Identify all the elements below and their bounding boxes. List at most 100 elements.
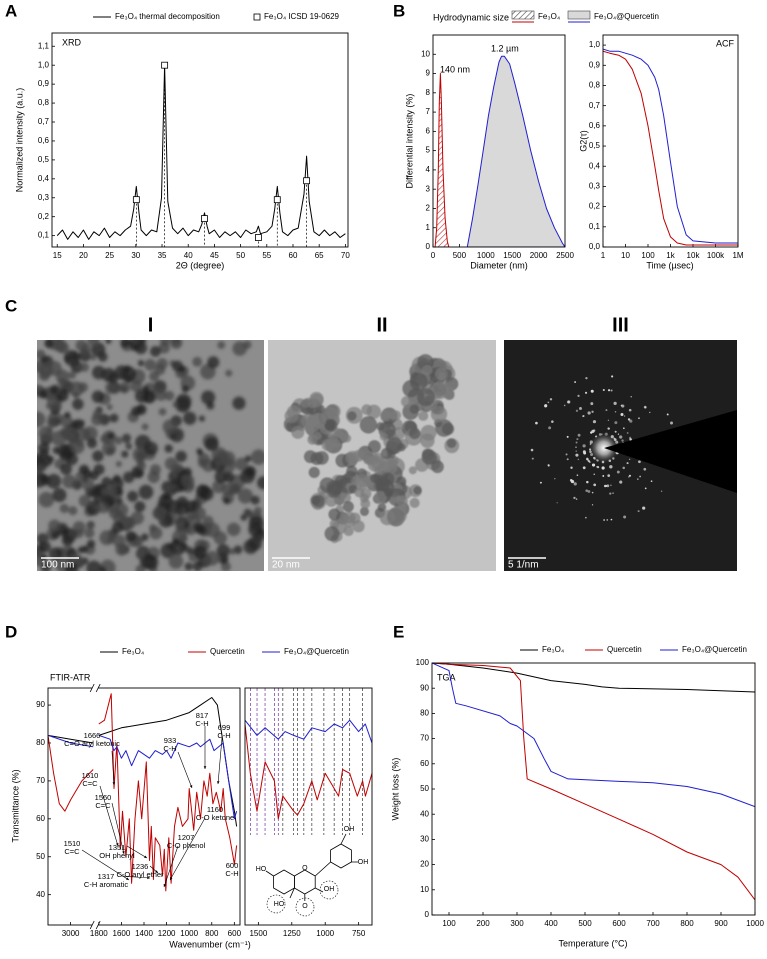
highlight	[319, 880, 339, 900]
y-tick-label: 6	[426, 126, 431, 135]
x-tick-label: 1500	[249, 929, 267, 938]
chart: A XRD 2Θ (degree) Normalized intensity (a.u…	[5, 1, 350, 270]
y-tick-label: 0	[425, 910, 430, 919]
y-tick-label: 0,1	[589, 222, 601, 231]
y-tick-label: 0,7	[38, 117, 50, 126]
y-tick-label: 0,4	[38, 174, 50, 183]
arrow-head	[112, 782, 116, 785]
plot-frame	[432, 34, 566, 248]
line	[48, 734, 238, 820]
y-tick-label: 5	[426, 146, 431, 155]
y-tick-label: 0	[426, 242, 431, 251]
y-tick-label: 10	[420, 885, 429, 894]
x-tick-label: 1000	[746, 919, 764, 928]
chart: B Hydrodynamic size Diameter (nm) Different…	[393, 1, 659, 270]
y-tick-label: 20	[420, 860, 429, 869]
y-tick-label: 0,8	[589, 81, 601, 90]
bond	[265, 833, 358, 901]
y-tick-label: 0,2	[589, 202, 601, 211]
y-axis-label: Weight loss (%)	[390, 758, 400, 821]
marker	[132, 196, 140, 204]
annotation-text: C=C	[64, 847, 80, 856]
x-tick-label: 100	[442, 919, 456, 928]
line	[56, 64, 346, 240]
line	[432, 663, 755, 901]
y-axis-label: Transmittance (%)	[10, 769, 20, 842]
annotation-arrow	[126, 845, 148, 859]
scale-bar-label: 5 1/nm	[508, 560, 539, 571]
x-tick-label: 1250	[283, 929, 301, 938]
panel-label: D	[5, 622, 17, 641]
scale-bar-label: 100 nm	[41, 560, 74, 571]
x-tick-label: 800	[205, 929, 219, 938]
y-tick-label: 8	[426, 88, 431, 97]
x-tick-label: 25	[105, 251, 114, 260]
panel-label: A	[5, 1, 17, 20]
x-tick-label: 55	[262, 251, 271, 260]
x-tick-label: 800	[680, 919, 694, 928]
annotation-label: 1160	[207, 805, 223, 814]
image-numeral: III	[612, 314, 629, 336]
annotation-label: 1666	[84, 731, 101, 740]
annotation-label: 1207	[178, 833, 195, 842]
y-tick-label: 0,3	[38, 193, 50, 202]
legend-label: Fe₃O₄@Quercetin	[682, 645, 747, 654]
x-tick-label: 45	[210, 251, 219, 260]
scale-bar-label: 20 nm	[272, 560, 300, 571]
x-axis-label: Diameter (nm)	[470, 260, 528, 270]
y-tick-label: 1,0	[38, 60, 50, 69]
y-tick-label: 1,0	[589, 40, 601, 49]
y-tick-label: 80	[36, 738, 45, 747]
micrograph	[37, 340, 264, 571]
annotation-text: C-O ketone	[196, 813, 234, 822]
annotation-text: C-H	[195, 719, 208, 728]
plot-area	[48, 693, 238, 892]
structure-label: HO	[256, 866, 267, 873]
x-tick-label: 2000	[530, 251, 548, 260]
marker	[303, 177, 311, 185]
panel-label: E	[393, 622, 404, 641]
chart-title: Hydrodynamic size	[433, 12, 509, 22]
annotation-label: 817	[196, 711, 209, 720]
y-tick-label: 0,1	[38, 231, 50, 240]
legend-swatch	[567, 10, 591, 20]
annotation-text: C-H	[163, 744, 176, 753]
line	[48, 693, 238, 892]
annotation-text: C-O aryl ether	[116, 870, 164, 879]
chart-title: FTIR-ATR	[50, 672, 91, 682]
x-tick-label: 1	[601, 251, 606, 260]
ring	[273, 869, 295, 895]
y-tick-label: 0,6	[589, 121, 601, 130]
x-tick-label: 1M	[732, 251, 743, 260]
annotation-label: 600	[226, 861, 239, 870]
y-tick-label: 0,4	[589, 161, 601, 170]
x-tick-label: 1000	[477, 251, 495, 260]
annotation-label: 1560	[95, 793, 112, 802]
plot-frame	[602, 34, 739, 248]
plot-area	[245, 719, 372, 820]
y-tick-label: 40	[36, 890, 45, 899]
ring	[330, 843, 352, 869]
annotation-text: C=O aryl ketonic	[64, 739, 120, 748]
x-axis-label: Wavenumber (cm⁻¹)	[169, 939, 250, 949]
arrow-head	[216, 781, 220, 784]
x-tick-label: 1000	[316, 929, 334, 938]
marker	[201, 215, 208, 222]
annotation-label: 1510	[64, 839, 81, 848]
structure-label: OH	[324, 886, 335, 893]
annotation-text: C-H	[217, 731, 230, 740]
ring	[294, 869, 316, 895]
y-tick-label: 2	[426, 204, 431, 213]
legend-label: Quercetin	[210, 647, 245, 656]
x-tick-label: 60	[289, 251, 298, 260]
arrow-head	[155, 870, 158, 873]
arrow-head	[170, 877, 173, 880]
line	[432, 663, 755, 808]
x-tick-label: 0	[431, 251, 436, 260]
arrow-head	[126, 877, 129, 880]
annotation-text: C=C	[82, 779, 98, 788]
x-tick-label: 500	[578, 919, 592, 928]
annotation-label: 699	[218, 723, 231, 732]
arrow-head	[189, 785, 193, 788]
